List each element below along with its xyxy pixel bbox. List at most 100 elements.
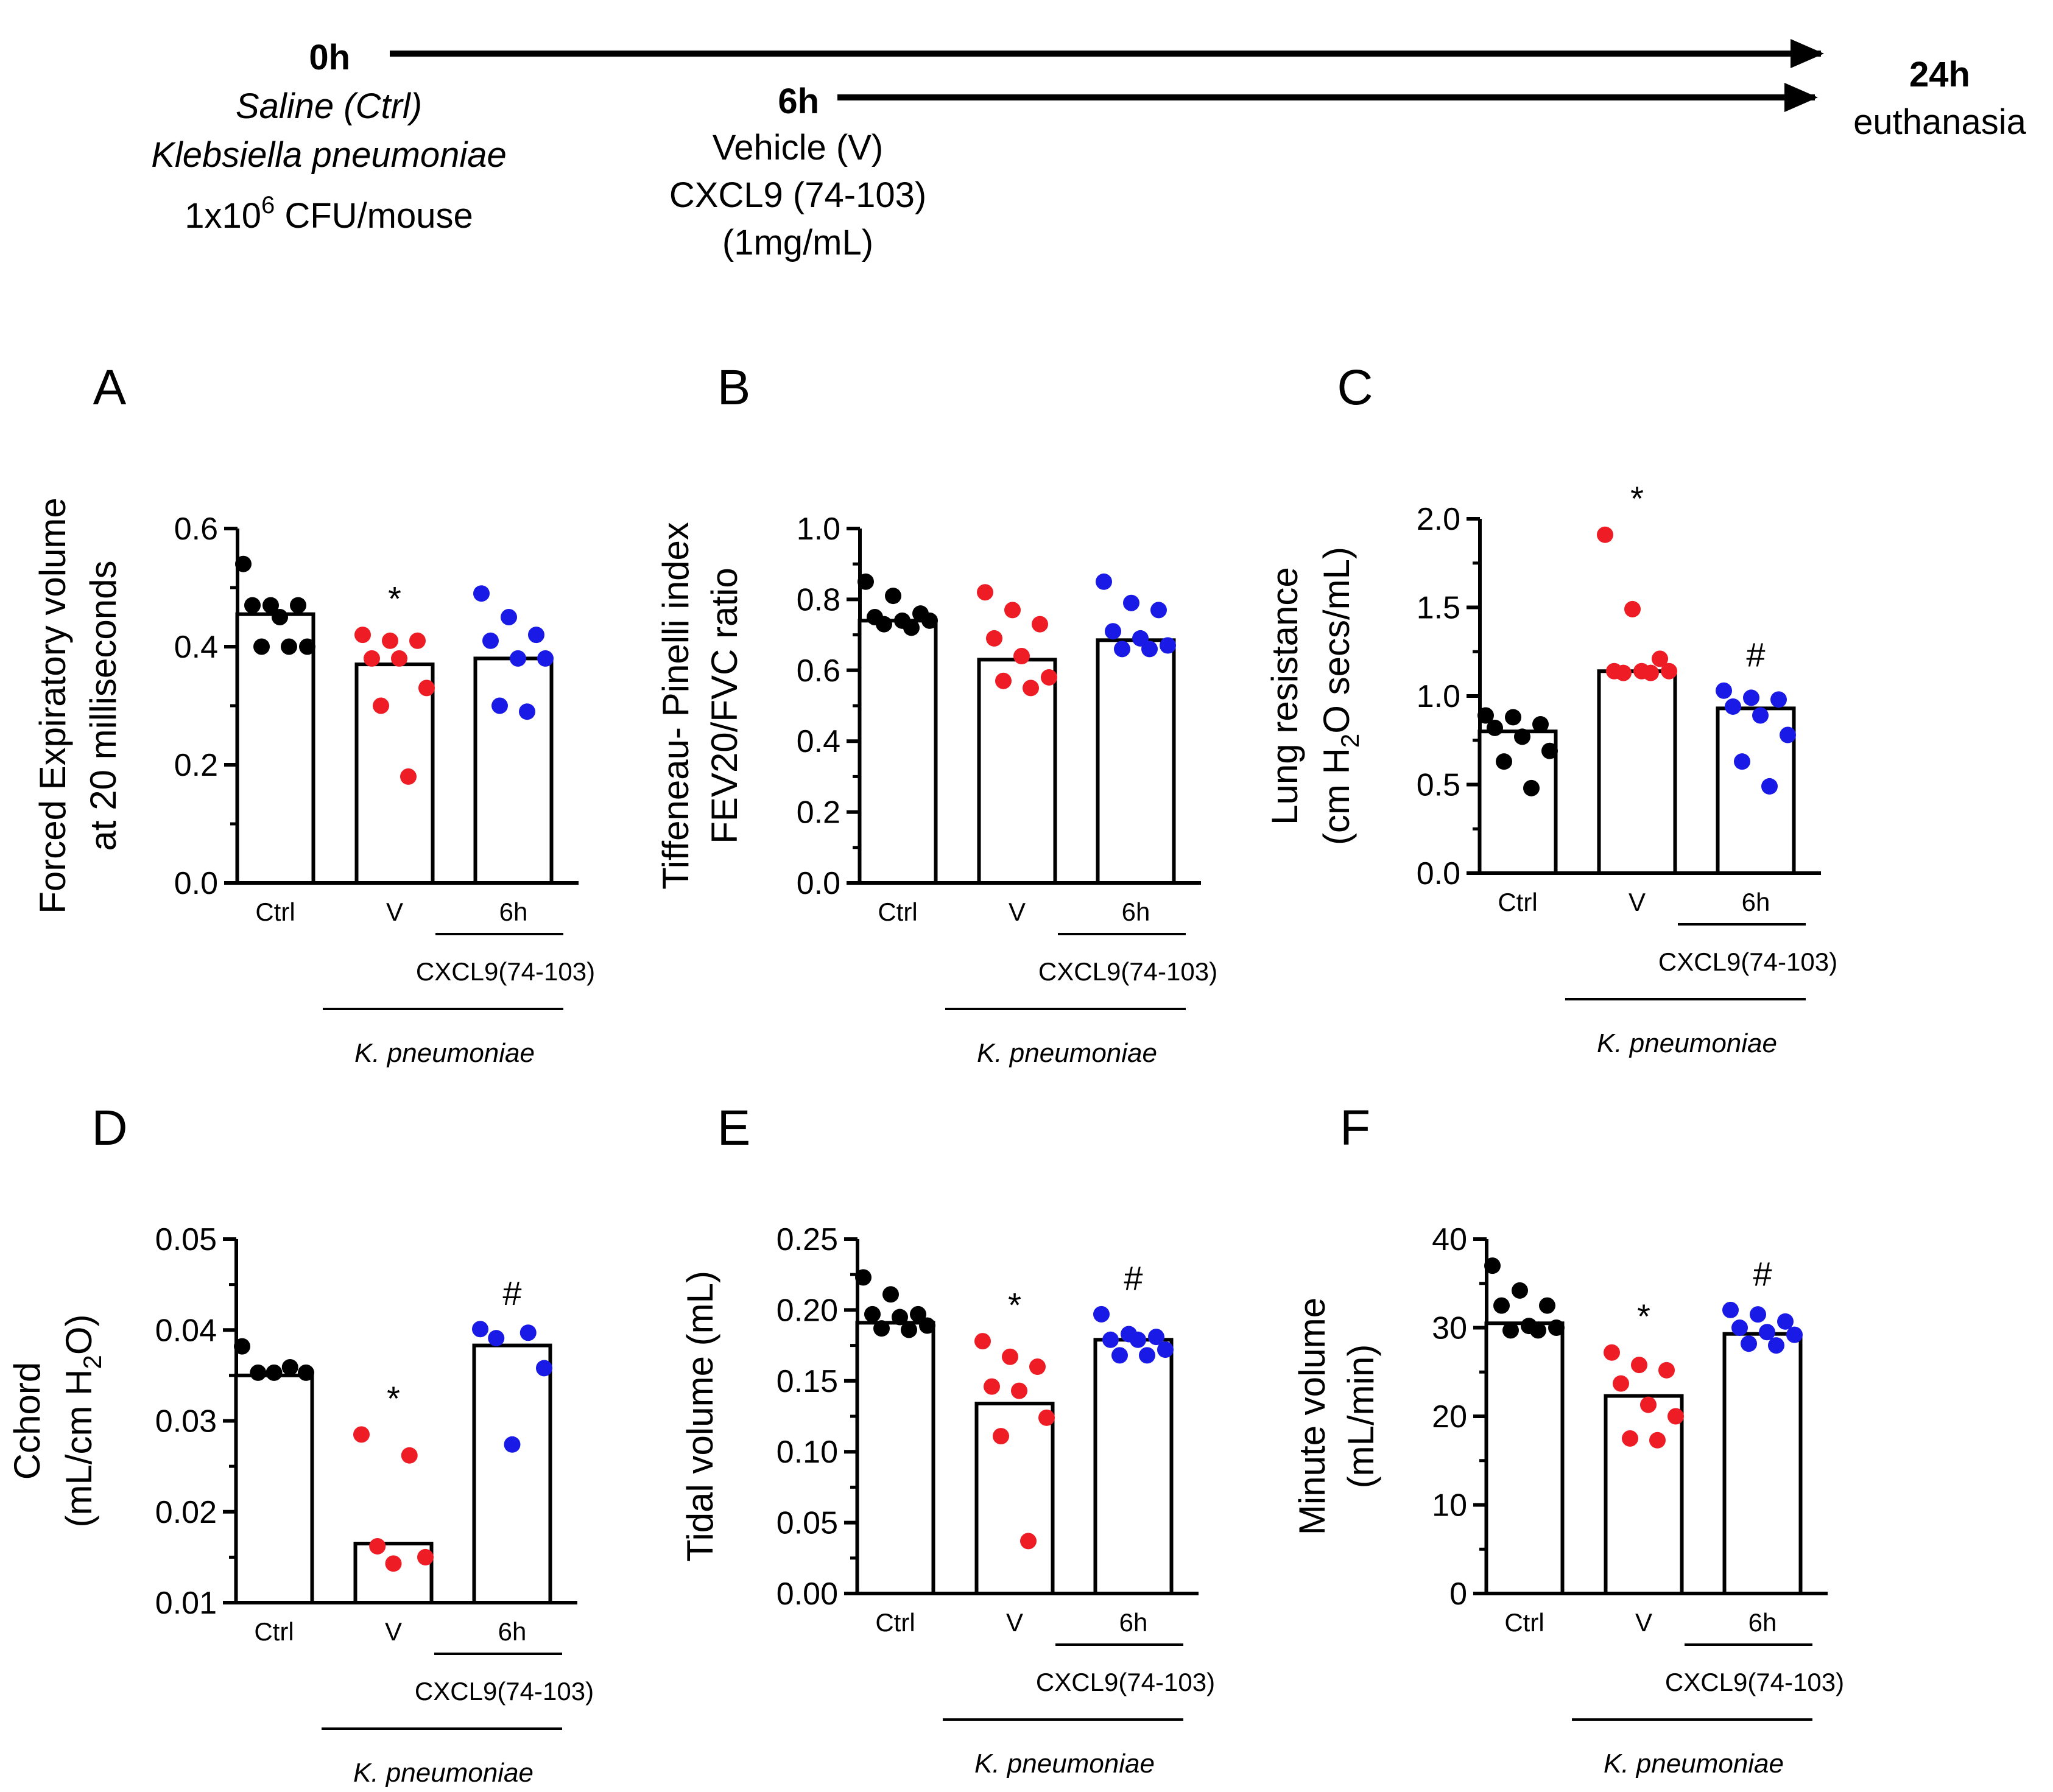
data-point-ctrl <box>235 555 252 572</box>
data-point-v <box>1643 664 1659 681</box>
data-point-ctrl <box>244 597 261 614</box>
y-axis-label-part: O) <box>58 1315 99 1355</box>
category-label-v: V <box>1009 898 1026 926</box>
data-point-ctrl <box>1530 1322 1546 1339</box>
bar-ctrl <box>235 612 315 885</box>
data-point-h6 <box>1157 1341 1174 1358</box>
data-point-v <box>1604 1344 1620 1361</box>
data-point-h6 <box>1102 1331 1119 1348</box>
y-tick-label: 10 <box>1432 1488 1467 1523</box>
y-tick-label: 0.15 <box>776 1364 838 1399</box>
y-tick-label: 0.4 <box>174 630 218 665</box>
data-point-h6 <box>1725 698 1741 715</box>
data-point-v <box>1652 650 1668 667</box>
timepoint-24h: 24h <box>1909 55 1970 94</box>
dose-suffix: CFU/mouse <box>275 196 473 236</box>
y-axis-label-part: O secs/mL) <box>1316 547 1357 734</box>
data-point-h6 <box>1111 1347 1128 1364</box>
category-label-ctrl: Ctrl <box>1504 1608 1544 1637</box>
bar-h6 <box>1722 1332 1803 1596</box>
data-point-h6 <box>536 1360 552 1377</box>
significance-mark: # <box>1753 1254 1772 1293</box>
data-point-v <box>1624 600 1641 617</box>
data-point-v <box>974 1333 991 1350</box>
significance-mark: * <box>1630 479 1644 518</box>
y-tick-label: 0.03 <box>155 1404 217 1439</box>
data-point-h6 <box>1114 641 1130 658</box>
data-point-h6 <box>537 650 554 667</box>
data-point-ctrl <box>1502 1322 1519 1339</box>
data-point-ctrl <box>262 597 279 614</box>
panel-letter: F <box>1340 1100 1370 1156</box>
infection-label: K. pneumoniae <box>354 1038 535 1068</box>
category-label-ctrl: Ctrl <box>254 1617 294 1646</box>
dose-prefix: 1x10 <box>185 196 261 236</box>
y-axis-label: Cchord <box>7 1362 48 1480</box>
data-point-h6 <box>519 703 535 720</box>
y-tick-label: 0.5 <box>1417 768 1460 803</box>
y-tick-label: 0.10 <box>776 1435 838 1470</box>
data-point-ctrl <box>882 1286 899 1303</box>
data-point-h6 <box>1759 1324 1775 1341</box>
panel-letter: D <box>91 1100 127 1156</box>
y-tick-label: 20 <box>1432 1399 1467 1435</box>
data-point-h6 <box>1731 1319 1748 1336</box>
data-point-ctrl <box>281 1358 298 1376</box>
data-point-v <box>1631 1357 1647 1374</box>
panel-e: E 0.00 0.05 0.10 0.15 0.20 0.25 Tidal volume (m… <box>680 1100 1215 1779</box>
data-point-h6 <box>1160 637 1176 654</box>
data-point-ctrl <box>1487 719 1503 736</box>
timeline-klebsiella: Klebsiella pneumoniae <box>151 135 507 175</box>
panel-letter: C <box>1337 360 1373 415</box>
data-point-v <box>1029 1358 1046 1376</box>
timeline-vehicle: Vehicle (V) <box>713 128 883 167</box>
timeline-euthanasia: euthanasia <box>1853 102 2027 142</box>
panels: A 0.0 0.2 0.4 0.6 Forced Expiratory volume at … <box>7 360 1844 1788</box>
category-label-ctrl: Ctrl <box>878 898 917 926</box>
data-point-v <box>1020 1533 1037 1550</box>
significance-mark: * <box>1008 1286 1021 1324</box>
data-point-v <box>1661 662 1677 680</box>
data-point-h6 <box>1123 594 1139 611</box>
bar-h6 <box>473 656 554 885</box>
data-point-v <box>986 630 1002 647</box>
significance-mark: # <box>1746 635 1765 673</box>
data-point-ctrl <box>1548 1319 1565 1336</box>
bar-v <box>974 1402 1055 1596</box>
y-tick-label: 0.20 <box>776 1293 838 1328</box>
data-point-v <box>1002 1348 1018 1365</box>
data-point-v <box>977 584 993 601</box>
arrowhead-0h <box>1791 39 1824 68</box>
y-tick-label: 0.6 <box>174 511 218 547</box>
data-point-v <box>1038 1409 1055 1426</box>
infection-label: K. pneumoniae <box>353 1758 533 1788</box>
data-point-v <box>382 632 398 649</box>
data-point-h6 <box>1761 778 1778 795</box>
data-point-v <box>1032 616 1048 633</box>
significance-mark: * <box>387 1379 400 1418</box>
data-point-ctrl <box>1493 1297 1510 1314</box>
data-point-h6 <box>1780 726 1796 743</box>
y-tick-label: 40 <box>1432 1222 1467 1257</box>
data-point-ctrl <box>885 588 901 605</box>
data-point-ctrl <box>1514 728 1530 745</box>
y-axis-label-part: (mL/cm H <box>58 1369 99 1528</box>
data-point-h6 <box>1150 602 1167 619</box>
data-point-v <box>1658 1362 1675 1379</box>
data-point-h6 <box>1716 682 1732 699</box>
y-axis-label: Lung resistance <box>1264 567 1305 825</box>
significance-mark: # <box>502 1274 521 1312</box>
data-point-v <box>353 1426 370 1443</box>
data-point-ctrl <box>1532 716 1549 733</box>
panel-letter: B <box>717 360 751 415</box>
data-point-v <box>1649 1432 1666 1449</box>
data-point-v <box>373 697 389 714</box>
data-point-h6 <box>1743 689 1759 706</box>
data-point-ctrl <box>1541 742 1558 759</box>
treatment-label: CXCL9(74-103) <box>1665 1668 1844 1696</box>
bar-v <box>354 662 435 885</box>
infection-label: K. pneumoniae <box>977 1038 1157 1068</box>
data-point-v <box>369 1537 386 1555</box>
data-point-v <box>1013 648 1030 665</box>
